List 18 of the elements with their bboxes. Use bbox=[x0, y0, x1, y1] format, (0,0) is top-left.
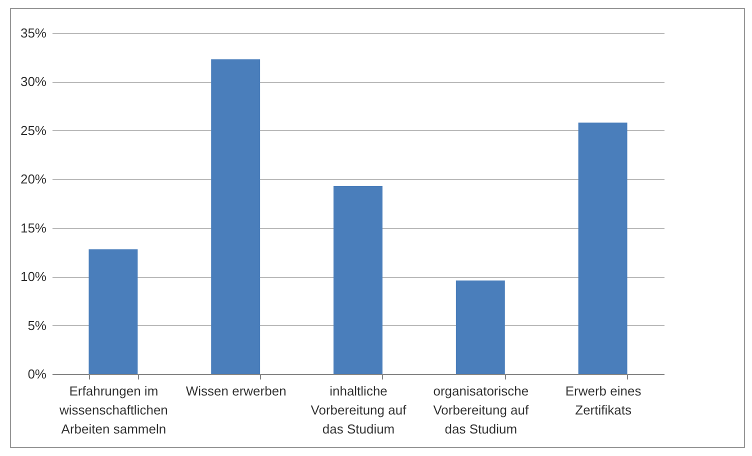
bar bbox=[211, 59, 260, 374]
bar bbox=[334, 186, 382, 374]
y-tick-label: 15% bbox=[20, 220, 47, 236]
y-tick-label: 0% bbox=[28, 366, 47, 382]
y-tick-label: 25% bbox=[20, 122, 47, 138]
x-tick-label: Erwerb eines Zertifikats bbox=[565, 384, 642, 418]
y-tick-label: 10% bbox=[20, 269, 47, 284]
y-tick-label: 20% bbox=[20, 172, 47, 187]
x-tick-label: Wissen erwerben bbox=[186, 384, 286, 398]
x-tick-label: inhaltliche Vorbereitung auf das Studium bbox=[310, 384, 407, 436]
y-tick-label: 30% bbox=[20, 74, 47, 90]
bar bbox=[456, 280, 505, 374]
bar bbox=[578, 122, 628, 374]
x-tick-label: Erfahrungen im wissenschaftlichen Arbeiten sammeln bbox=[58, 384, 168, 436]
x-tick-label: organisatorische Vorbereitung auf das Studium bbox=[433, 384, 529, 436]
y-tick-label: 5% bbox=[28, 318, 47, 333]
bar bbox=[88, 249, 138, 374]
y-tick-label: 35% bbox=[20, 26, 47, 40]
